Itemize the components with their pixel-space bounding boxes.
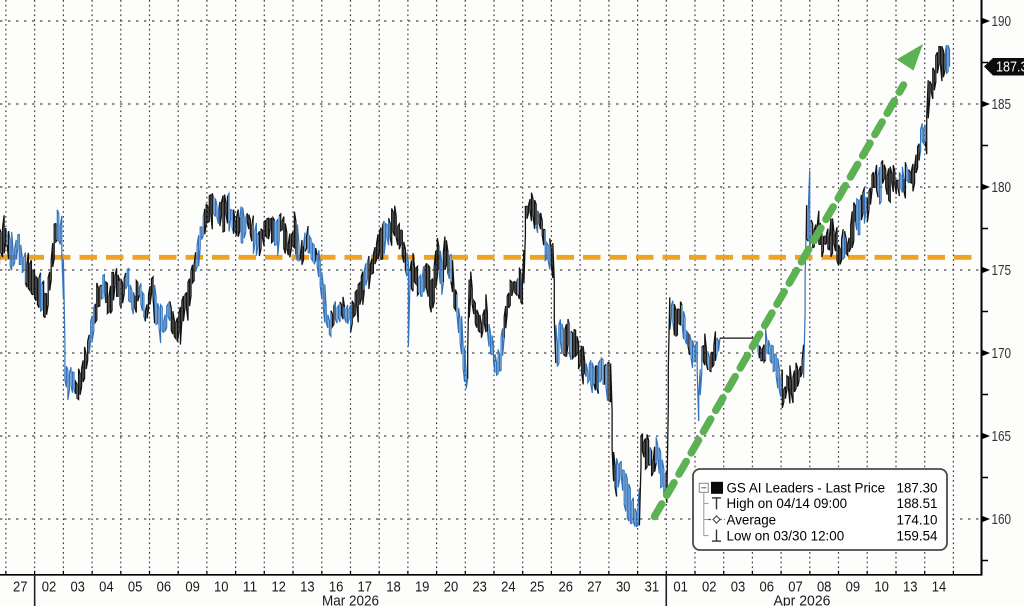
svg-text:Mar 2026: Mar 2026 — [322, 594, 379, 606]
svg-text:13: 13 — [903, 580, 918, 596]
svg-text:30: 30 — [616, 580, 631, 596]
svg-text:17: 17 — [358, 580, 373, 596]
svg-text:27: 27 — [13, 580, 28, 596]
svg-text:180: 180 — [992, 180, 1012, 196]
svg-text:10: 10 — [874, 580, 889, 596]
svg-text:175: 175 — [992, 263, 1012, 279]
svg-text:05: 05 — [128, 580, 143, 596]
svg-text:188.51: 188.51 — [897, 496, 938, 511]
svg-text:12: 12 — [271, 580, 286, 596]
svg-text:High on 04/14 09:00: High on 04/14 09:00 — [727, 496, 848, 511]
svg-text:185: 185 — [992, 97, 1012, 113]
svg-text:26: 26 — [559, 580, 574, 596]
svg-text:06: 06 — [760, 580, 775, 596]
svg-text:09: 09 — [846, 580, 861, 596]
svg-text:23: 23 — [472, 580, 487, 596]
svg-text:03: 03 — [70, 580, 85, 596]
svg-text:03: 03 — [731, 580, 746, 596]
svg-text:27: 27 — [587, 580, 602, 596]
svg-text:08: 08 — [817, 580, 832, 596]
svg-text:19: 19 — [415, 580, 430, 596]
svg-text:04: 04 — [99, 580, 114, 596]
svg-text:20: 20 — [444, 580, 459, 596]
svg-text:31: 31 — [645, 580, 660, 596]
svg-text:02: 02 — [702, 580, 717, 596]
svg-text:Low on 03/30 12:00: Low on 03/30 12:00 — [727, 528, 845, 543]
svg-text:170: 170 — [992, 346, 1012, 362]
svg-text:09: 09 — [185, 580, 200, 596]
svg-text:07: 07 — [788, 580, 803, 596]
svg-text:174.10: 174.10 — [897, 512, 938, 527]
svg-text:190: 190 — [992, 14, 1012, 30]
svg-text:10: 10 — [214, 580, 229, 596]
svg-text:06: 06 — [157, 580, 172, 596]
svg-text:GS AI Leaders - Last Price: GS AI Leaders - Last Price — [727, 481, 886, 496]
svg-text:159.54: 159.54 — [897, 528, 939, 543]
svg-text:14: 14 — [932, 580, 947, 596]
svg-text:02: 02 — [42, 580, 57, 596]
svg-text:Average: Average — [727, 512, 777, 527]
svg-text:187.30: 187.30 — [897, 481, 938, 496]
svg-text:24: 24 — [501, 580, 516, 596]
svg-text:160: 160 — [992, 512, 1012, 528]
svg-text:16: 16 — [329, 580, 344, 596]
svg-text:187.30: 187.30 — [996, 60, 1024, 76]
svg-text:165: 165 — [992, 429, 1012, 445]
svg-text:13: 13 — [300, 580, 315, 596]
svg-text:01: 01 — [673, 580, 688, 596]
svg-text:Apr 2026: Apr 2026 — [774, 594, 831, 606]
svg-text:18: 18 — [386, 580, 401, 596]
svg-text:11: 11 — [243, 580, 258, 596]
svg-text:25: 25 — [530, 580, 545, 596]
